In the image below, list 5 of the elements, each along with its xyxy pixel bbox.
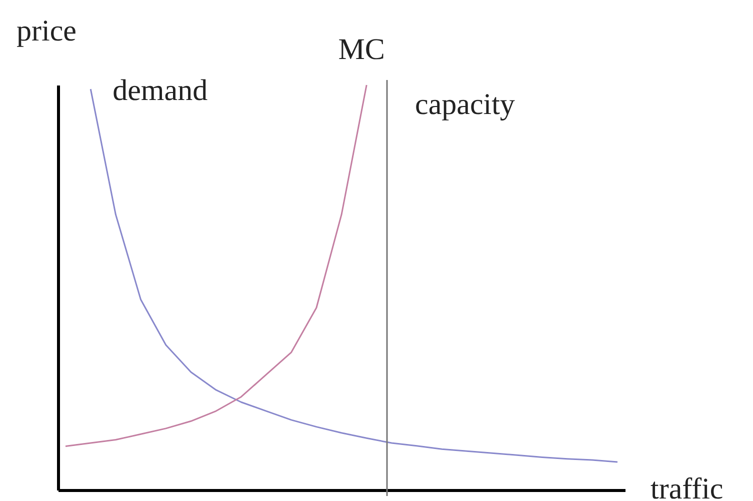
series-label: MC	[338, 33, 385, 66]
series-label: demand	[112, 74, 208, 108]
annotation: capacity	[415, 88, 515, 121]
y-axis-title: price	[16, 14, 76, 48]
x-axis-title: traffic	[650, 472, 724, 501]
